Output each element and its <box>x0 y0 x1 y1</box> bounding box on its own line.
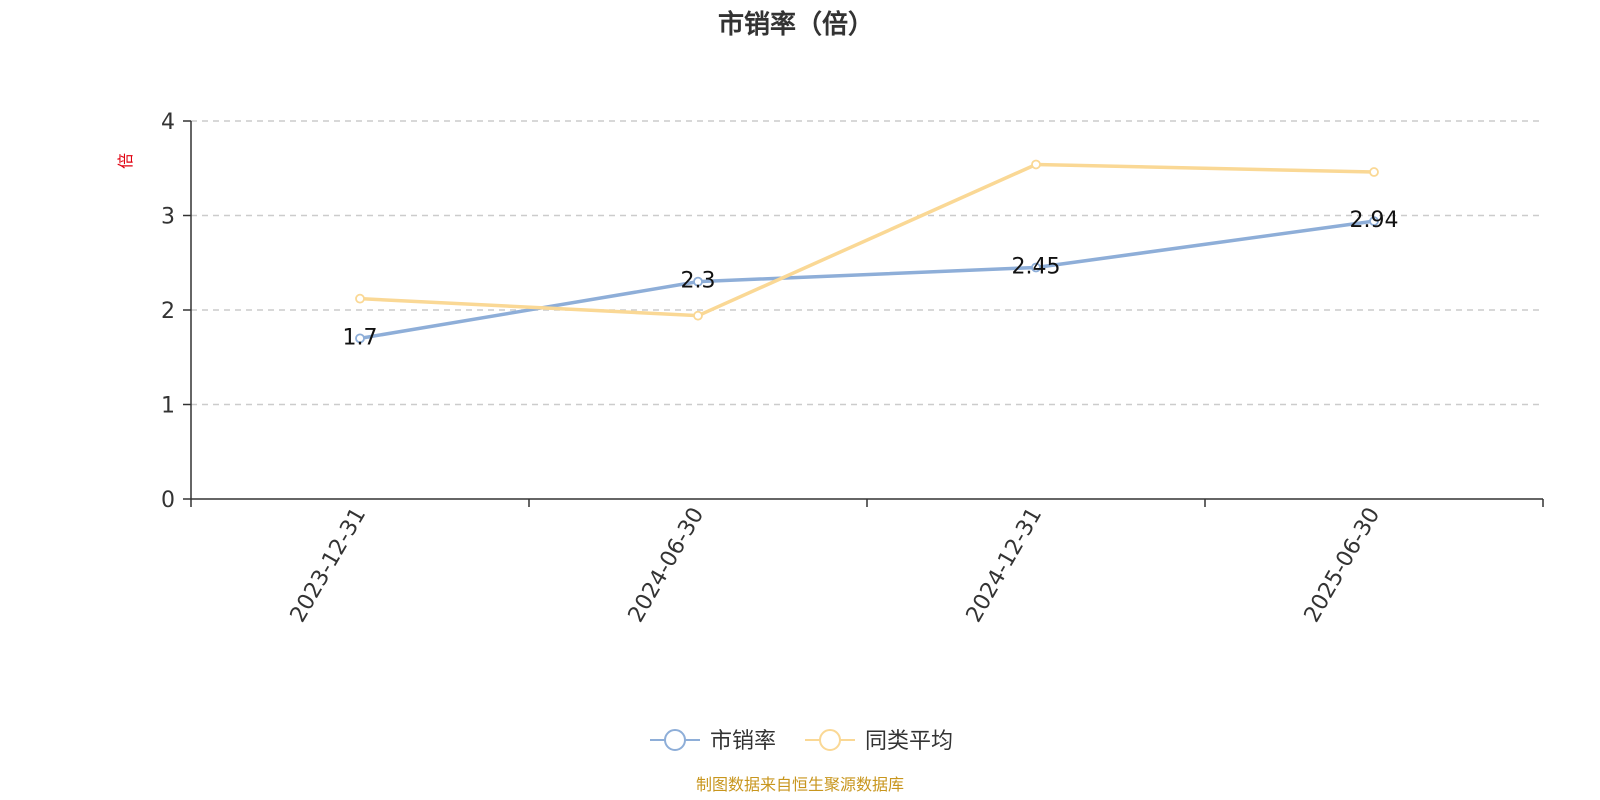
source-note: 制图数据来自恒生聚源数据库 <box>696 775 904 794</box>
data-point <box>1369 167 1379 177</box>
legend-item[interactable]: 同类平均 <box>805 729 953 754</box>
data-point <box>693 276 703 287</box>
data-point <box>355 333 365 344</box>
series-line <box>359 219 1375 341</box>
x-tick-label: 2023-12-31 <box>286 504 372 627</box>
series-layer <box>355 159 1379 344</box>
y-tick-labels: 0 1 2 3 4 <box>161 110 175 513</box>
data-label: 2.3 <box>681 269 716 294</box>
data-point <box>1031 159 1041 170</box>
legend-item[interactable]: 市销率 <box>650 729 776 754</box>
legend: 市销率 同类平均 <box>650 729 953 754</box>
data-label: 2.94 <box>1350 208 1399 233</box>
data-label: 2.45 <box>1012 254 1061 279</box>
axes <box>183 120 1544 507</box>
x-tick-labels: 2023-12-31 2024-06-30 2024-12-31 2025-06-30 <box>286 504 1386 627</box>
data-point <box>693 310 703 321</box>
y-tick-label: 1 <box>161 394 175 419</box>
legend-swatch-marker <box>664 729 686 751</box>
y-axis-label: 倍 <box>116 153 135 169</box>
y-tick-label: 4 <box>161 110 175 135</box>
x-tick-label: 2024-12-31 <box>962 504 1048 627</box>
data-point <box>355 293 365 304</box>
y-tick-label: 3 <box>161 205 175 230</box>
grid-lines <box>191 120 1543 406</box>
legend-swatch-marker <box>819 729 841 751</box>
x-tick-label: 2025-06-30 <box>1300 504 1386 627</box>
data-labels: 1.7 2.3 2.45 2.94 <box>343 208 1399 350</box>
y-tick-label: 0 <box>161 488 175 513</box>
legend-label: 市销率 <box>710 729 776 754</box>
x-tick-label: 2024-06-30 <box>624 504 710 627</box>
data-label: 1.7 <box>343 325 378 350</box>
chart-title: 市销率（倍） <box>718 9 874 40</box>
y-tick-label: 2 <box>161 299 175 324</box>
series-line <box>359 162 1375 318</box>
data-point <box>1031 262 1041 273</box>
legend-label: 同类平均 <box>865 729 953 754</box>
data-point <box>1369 216 1379 227</box>
